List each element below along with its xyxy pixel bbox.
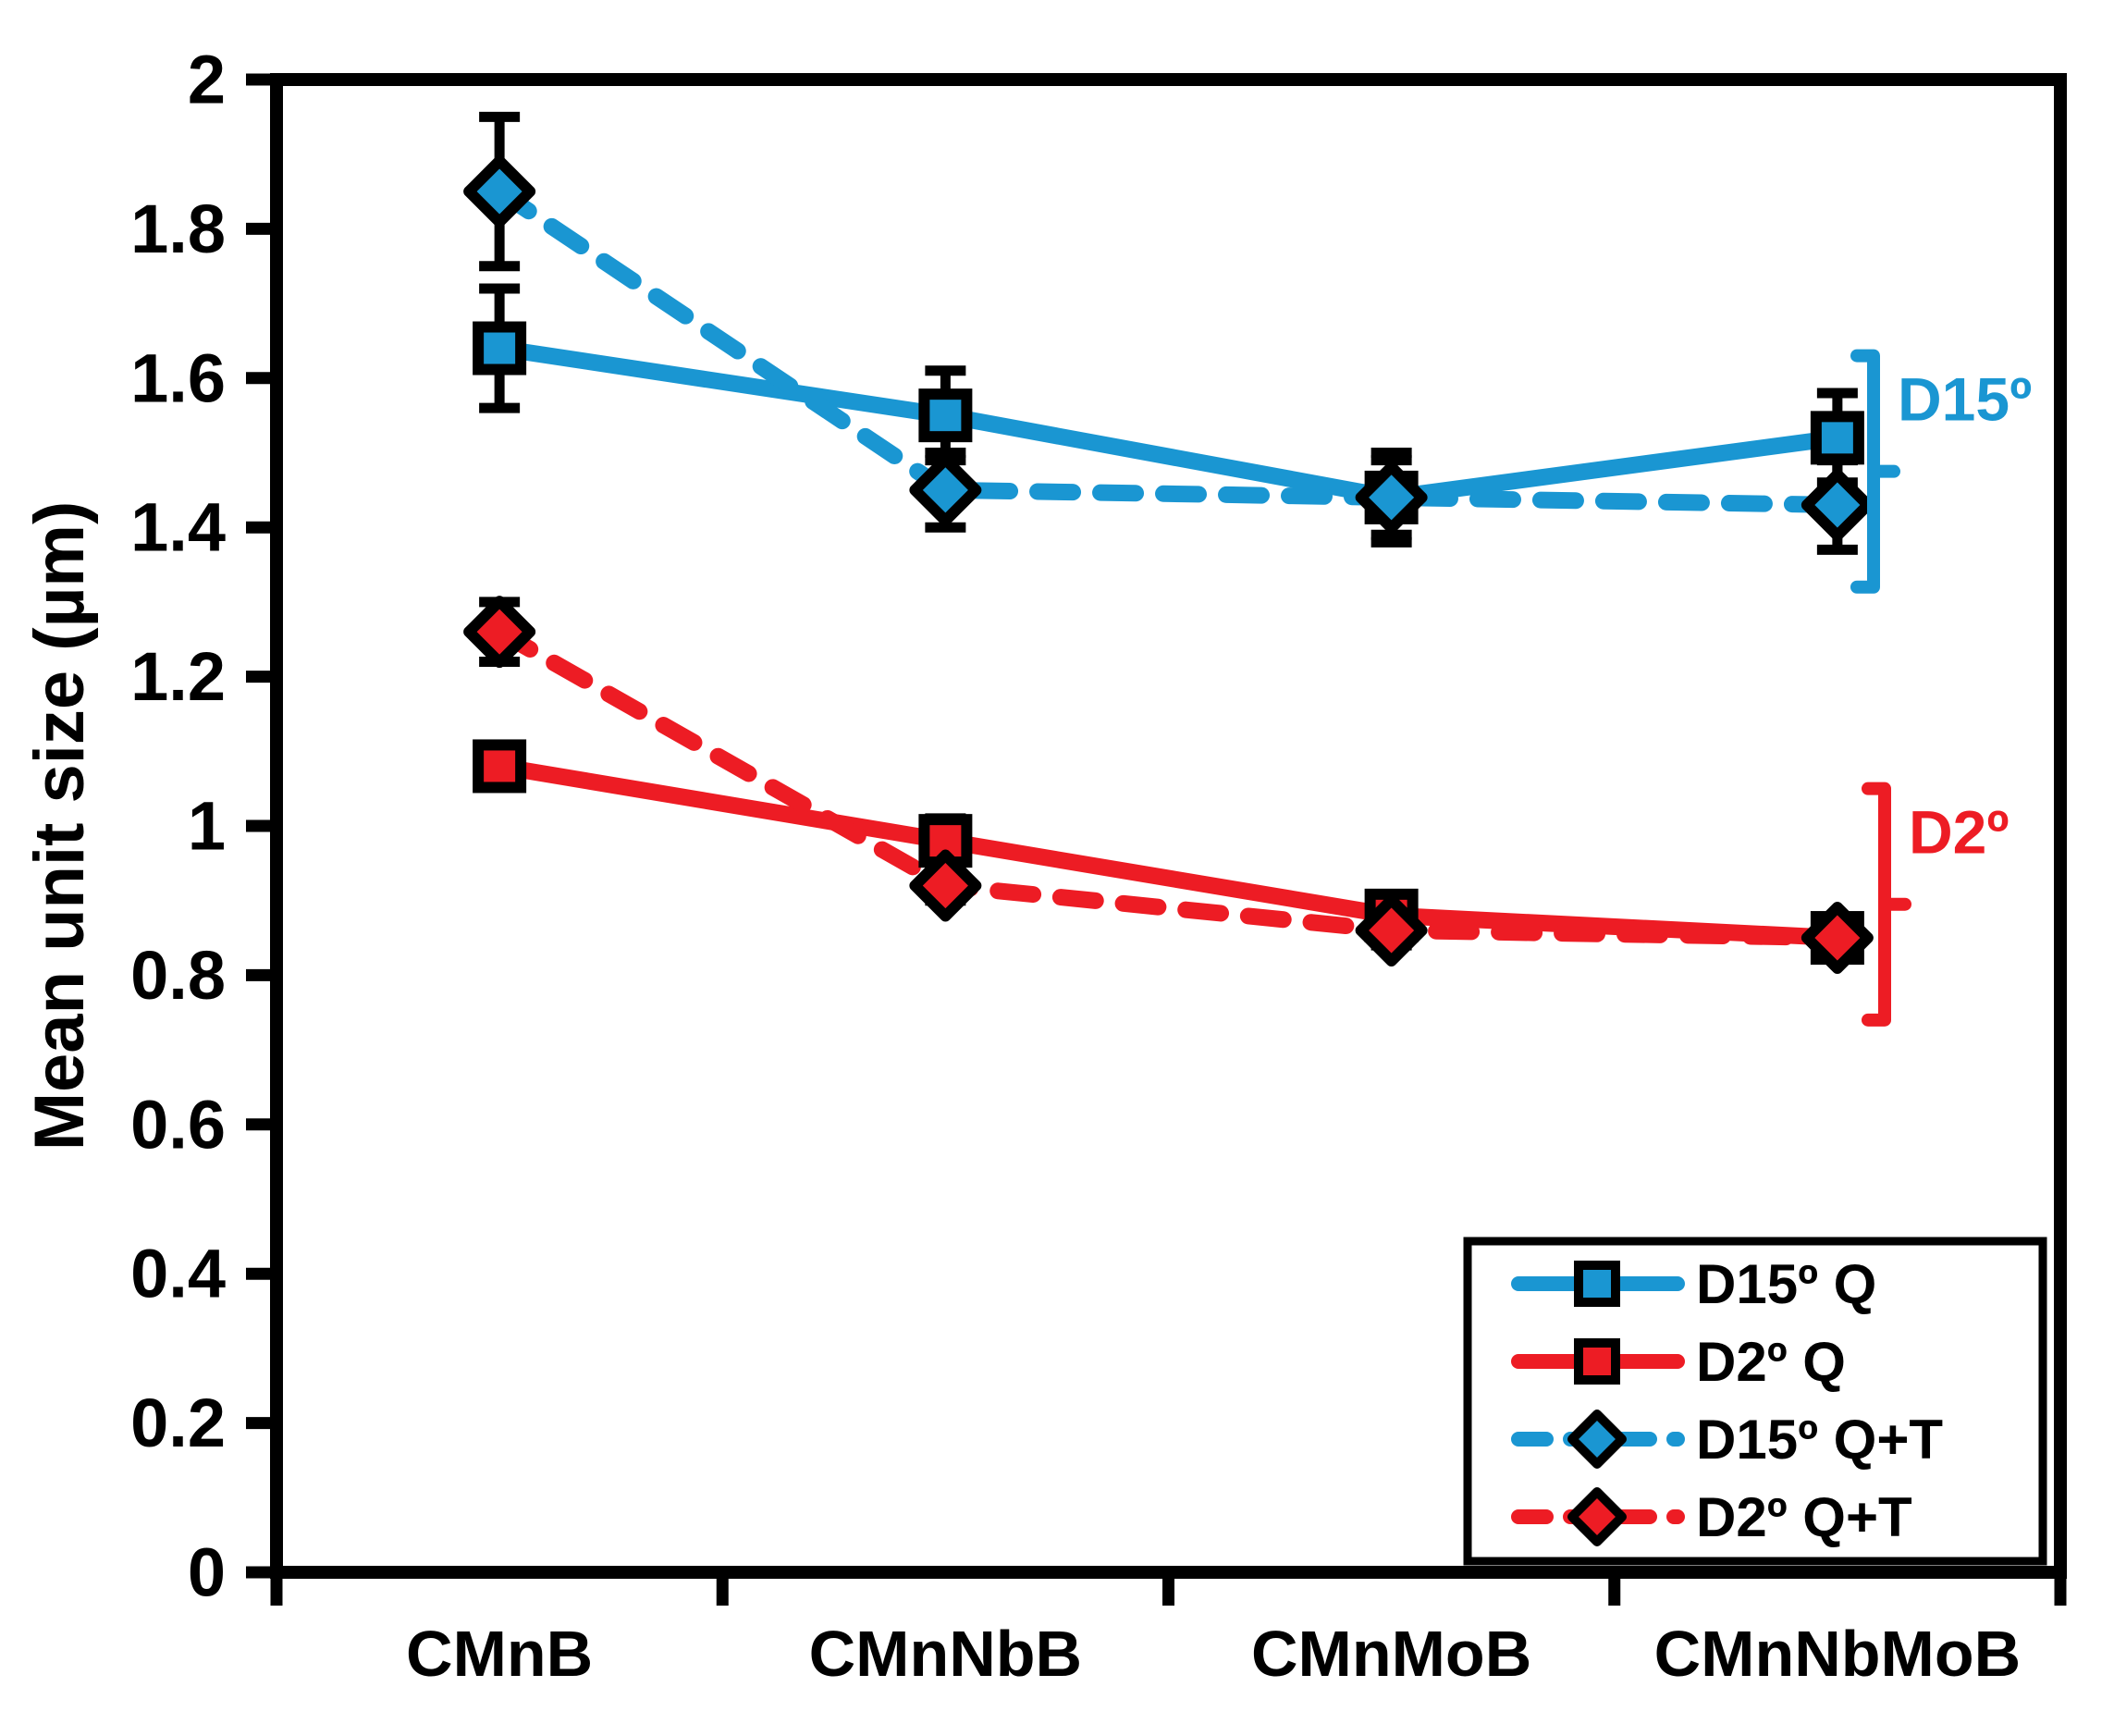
- y-axis-tick-label: 1.8: [130, 191, 226, 267]
- annotation-bracket-d2: [1862, 782, 1911, 1027]
- annotation-label-d2: D2º: [1909, 798, 2009, 867]
- series-d2-q-line: [491, 757, 1846, 947]
- series-d15-q-line: [491, 339, 1846, 506]
- marker-diamond-d2-qtt-cmnmob: [1355, 893, 1428, 966]
- marker-square-d2-q-cmnb: [473, 739, 527, 794]
- series-d2-qtt-line: [491, 623, 1846, 947]
- y-axis-tick-label: 2: [188, 42, 226, 118]
- legend-marker-diamond: [1567, 1487, 1627, 1546]
- marker-diamond-d15-qtt-cmnb: [463, 155, 536, 228]
- legend-label: D2º Q+T: [1696, 1486, 1912, 1548]
- marker-square-d15-q-cmnnbmob: [1810, 411, 1864, 465]
- y-axis-tick-label: 1.6: [130, 339, 226, 416]
- y-axis-tick-label: 0.6: [130, 1086, 226, 1163]
- legend-label: D15º Q+T: [1696, 1409, 1943, 1471]
- legend-box: [1463, 1237, 2047, 1566]
- annotation-label-d15: D15º: [1898, 365, 2032, 434]
- marker-square-d15-q-cmnb: [473, 321, 527, 376]
- x-axis-category-label: CMnNbB: [809, 1618, 1082, 1690]
- y-axis-tick-label: 0.2: [130, 1385, 226, 1461]
- legend-item-d2-q: D2º Q: [1511, 1331, 1846, 1393]
- series-d15-qtt-line: [491, 183, 1846, 513]
- y-axis-tick-label: 1.4: [130, 489, 226, 566]
- legend-item-d2-qtt: D2º Q+T: [1511, 1486, 1912, 1548]
- legend-item-d15-qtt: D15º Q+T: [1511, 1409, 1943, 1471]
- marker-square-d15-q-cmnnbb: [918, 388, 973, 443]
- y-axis-title: Mean unit size (µm): [20, 501, 99, 1151]
- legend-label: D2º Q: [1696, 1331, 1846, 1393]
- x-axis-category-label: CMnB: [406, 1618, 593, 1690]
- annotation-bracket-d15: [1850, 349, 1900, 594]
- legend-marker-square: [1574, 1338, 1620, 1385]
- marker-diamond-d2-qtt-cmnnbb: [909, 849, 982, 922]
- y-axis-tick-label: 0.4: [130, 1236, 226, 1312]
- y-axis-tick-label: 1.2: [130, 638, 226, 715]
- marker-diamond-d15-qtt-cmnmob: [1355, 461, 1428, 534]
- legend-label: D15º Q: [1696, 1253, 1876, 1315]
- marker-diamond-d15-qtt-cmnnbb: [909, 453, 982, 526]
- marker-diamond-d15-qtt-cmnnbmob: [1801, 468, 1874, 541]
- legend-marker-diamond: [1567, 1410, 1627, 1469]
- y-axis-tick-label: 0: [188, 1534, 226, 1611]
- x-axis-category-label: CMnMoB: [1251, 1618, 1531, 1690]
- legend-item-d15-q: D15º Q: [1511, 1253, 1876, 1315]
- y-axis-tick-label: 0.8: [130, 937, 226, 1014]
- marker-diamond-d2-qtt-cmnb: [463, 596, 536, 669]
- x-axis-category-label: CMnNbMoB: [1654, 1618, 2022, 1690]
- legend-marker-square: [1574, 1261, 1620, 1307]
- y-axis-tick-label: 1: [188, 788, 226, 865]
- marker-diamond-d2-qtt-cmnnbmob: [1801, 902, 1874, 975]
